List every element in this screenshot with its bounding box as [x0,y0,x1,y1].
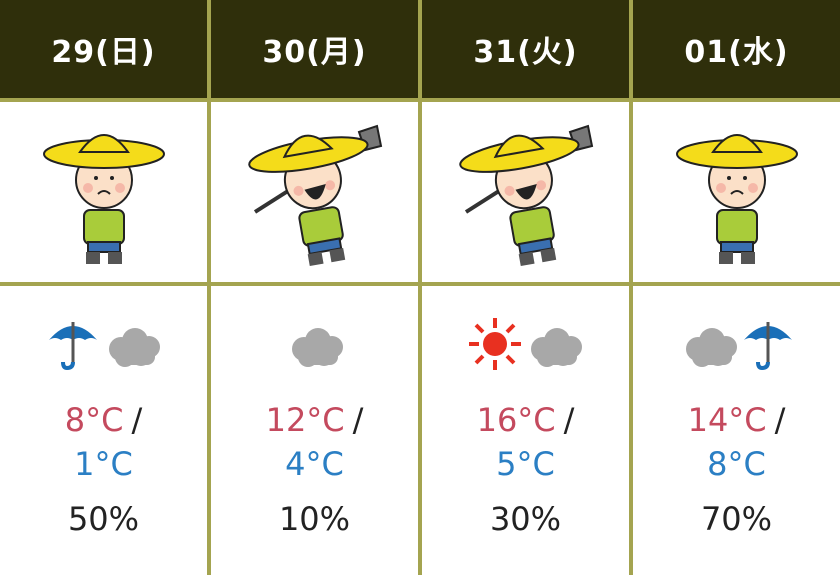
precipitation-probability: 10% [278,500,351,538]
precipitation-probability: 50% [67,500,140,538]
day-column: 30(月) 12°C/ 4°C 10% [211,0,418,575]
temp-separator: / [352,401,364,439]
umbrella-icon [740,316,796,376]
temp-separator: / [563,401,575,439]
weather-icons [467,316,585,376]
precipitation-probability: 70% [700,500,773,538]
date-header: 30(月) [211,0,418,98]
day-column: 29(日) 8°C/ 1°C 50% [0,0,207,575]
low-temp: 4°C [285,445,344,483]
weather-icons [284,316,346,376]
high-temp: 12°C [265,401,345,439]
high-temp: 8°C [64,401,124,439]
weather-cell: 8°C/ 1°C 50% [0,286,207,575]
low-temp: 1°C [74,445,133,483]
character-cheering-with-hoe-icon [211,102,418,282]
weather-cell: 14°C/ 8°C 70% [633,286,840,575]
cloud-icon [523,319,585,373]
weather-icons [678,316,796,376]
low-temp: 5°C [496,445,555,483]
character-worried-icon [0,102,207,282]
weather-cell: 16°C/ 5°C 30% [422,286,629,575]
date-header: 01(水) [633,0,840,98]
cloud-icon [284,319,346,373]
temp-separator: / [774,401,786,439]
high-temp: 14°C [687,401,767,439]
cloud-icon [678,319,740,373]
character-thinking-pointing-icon [633,102,840,282]
low-temp: 8°C [707,445,766,483]
high-temp: 16°C [476,401,556,439]
date-header: 29(日) [0,0,207,98]
temp-separator: / [131,401,143,439]
day-column: 01(水) 14°C/ 8°C 70% [633,0,840,575]
date-header: 31(火) [422,0,629,98]
weather-cell: 12°C/ 4°C 10% [211,286,418,575]
weather-icons [45,316,163,376]
sun-icon [467,316,523,376]
day-column: 31(火) 16°C/ 5°C 30% [422,0,629,575]
umbrella-icon [45,316,101,376]
character-cheering-with-hoe-icon [422,102,629,282]
precipitation-probability: 30% [489,500,562,538]
cloud-icon [101,319,163,373]
